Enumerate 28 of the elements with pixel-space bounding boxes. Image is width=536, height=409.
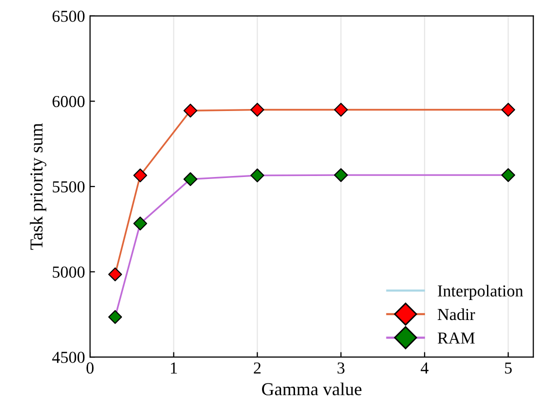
- point: [250, 168, 264, 182]
- x-tick-label: 5: [505, 362, 512, 374]
- y-tick-label: 5000: [52, 266, 85, 278]
- point: [133, 168, 148, 182]
- y-axis-title: Task priority sum: [30, 123, 46, 250]
- x-tick-label: 0: [86, 362, 94, 374]
- point: [334, 102, 348, 117]
- y-tick-label: 5500: [52, 181, 85, 192]
- point: [250, 102, 264, 117]
- y-tick-label: 6500: [52, 10, 85, 22]
- legend-label: Interpolation: [438, 284, 524, 300]
- point: [501, 102, 516, 117]
- x-tick-label: 4: [420, 362, 428, 374]
- point: [108, 310, 122, 324]
- x-tick-label: 3: [338, 362, 344, 374]
- legend-label: RAM: [438, 332, 475, 344]
- point: [133, 216, 148, 230]
- point: [183, 172, 198, 186]
- x-tick-label: 2: [254, 362, 261, 374]
- x-tick-label: 1: [170, 362, 177, 374]
- x-axis-title: Gamma value: [262, 382, 362, 396]
- legend-label: Nadir: [438, 308, 476, 320]
- point: [501, 168, 516, 182]
- point: [183, 104, 198, 118]
- point: [108, 267, 122, 282]
- y-tick-label: 6000: [52, 96, 85, 108]
- y-tick-label: 4500: [52, 352, 85, 364]
- point: [334, 168, 348, 182]
